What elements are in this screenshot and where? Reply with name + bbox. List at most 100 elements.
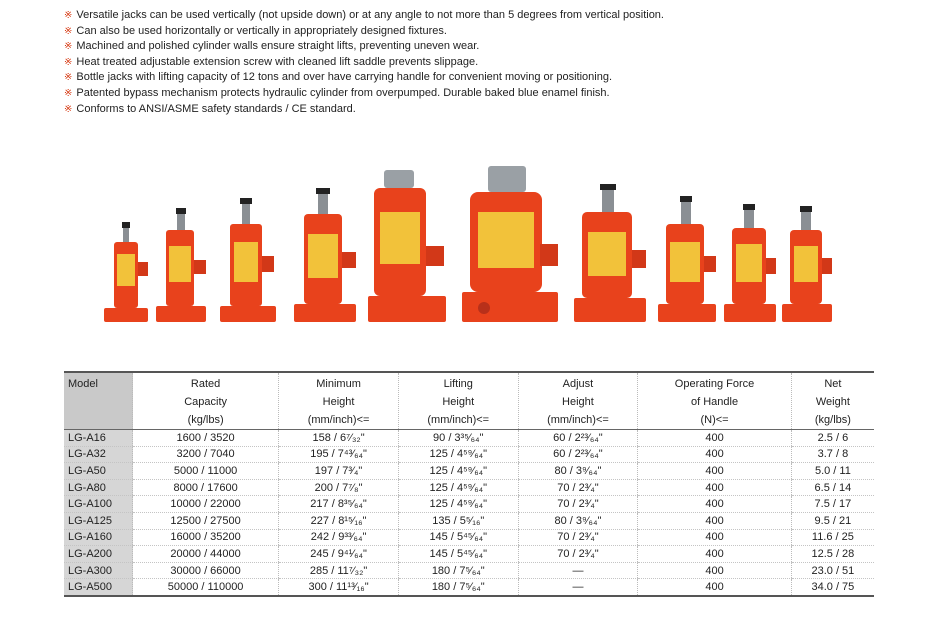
bullet-mark: ※ — [64, 87, 73, 99]
cell-adjust-height: 80 / 3⁹⁄₆₄" — [517, 462, 638, 480]
cell-capacity: 30000 / 66000 — [131, 562, 279, 580]
cell-adjust-height: 60 / 2²³⁄₆₄" — [517, 429, 638, 447]
cell-operating-force: 400 — [637, 562, 792, 580]
feature-text: Machined and polished cylinder walls ens… — [76, 40, 480, 53]
bullet-mark: ※ — [64, 25, 73, 37]
bottle-jack-image — [574, 184, 646, 322]
cell-lifting-height: 180 / 7⁵⁄₆₄" — [397, 578, 519, 597]
feature-item: ※ Bottle jacks with lifting capacity of 1… — [64, 70, 664, 86]
cell-lifting-height: 125 / 4⁵⁹⁄₆₄" — [397, 495, 519, 513]
table-row: LG-A50 5000 / 11000 197 / 7³⁄₄" 125 / 4⁵⁹⁄₆… — [64, 462, 874, 480]
feature-item: ※ Patented bypass mechanism protects hydr… — [64, 86, 664, 102]
bottle-jack-image — [658, 196, 716, 322]
cell-operating-force: 400 — [637, 578, 792, 597]
cell-min-height: 200 / 7⁷⁄₈" — [278, 479, 399, 497]
cell-lifting-height: 145 / 5⁴⁵⁄₆₄" — [397, 529, 519, 547]
cell-capacity: 20000 / 44000 — [131, 545, 279, 563]
col-header-min-height: Minimum Height (mm/inch)<= — [278, 372, 399, 430]
table-row: LG-A125 12500 / 27500 227 / 8¹⁵⁄₁₆" 135 / 5… — [64, 512, 874, 530]
col-header-lifting-height: Lifting Height (mm/inch)<= — [397, 372, 519, 430]
table-row: LG-A200 20000 / 44000 245 / 9⁴¹⁄₆₄" 145 / 5… — [64, 545, 874, 563]
product-photo-row — [96, 160, 836, 322]
table-row: LG-A32 3200 / 7040 195 / 7⁴³⁄₆₄" 125 / 4⁵⁹⁄… — [64, 446, 874, 464]
cell-capacity: 3200 / 7040 — [131, 446, 279, 464]
cell-lifting-height: 180 / 7⁵⁄₆₄" — [397, 562, 519, 580]
table-row: LG-A16 1600 / 3520 158 / 6⁷⁄₃₂" 90 / 3³⁵⁄₆₄… — [64, 429, 874, 447]
cell-adjust-height: — — [517, 562, 638, 580]
cell-operating-force: 400 — [637, 512, 792, 530]
cell-model: LG-A160 — [64, 529, 133, 547]
cell-net-weight: 23.0 / 51 — [790, 562, 874, 580]
cell-lifting-height: 145 / 5⁴⁵⁄₆₄" — [397, 545, 519, 563]
cell-adjust-height: — — [517, 578, 638, 597]
feature-text: Versatile jacks can be used vertically (… — [76, 9, 664, 21]
feature-list: ※ Versatile jacks can be used vertically … — [64, 8, 664, 117]
cell-lifting-height: 135 / 5⁵⁄₁₆" — [397, 512, 519, 530]
feature-text: Bottle jacks with lifting capacity of 12… — [76, 71, 613, 84]
cell-operating-force: 400 — [637, 495, 792, 513]
cell-adjust-height: 70 / 2³⁄₄" — [517, 495, 638, 513]
spec-table: Model Rated Capacity (kg/lbs) Minimum Heigh… — [64, 371, 874, 597]
table-row: LG-A300 30000 / 66000 285 / 11⁷⁄₃₂" 180 / 7… — [64, 562, 874, 580]
cell-model: LG-A500 — [64, 578, 133, 597]
cell-net-weight: 11.6 / 25 — [790, 529, 874, 547]
col-header-net-weight: Net Weight (kg/lbs) — [790, 372, 874, 430]
cell-net-weight: 34.0 / 75 — [790, 578, 874, 597]
table-row: LG-A160 16000 / 35200 242 / 9³³⁄₆₄" 145 / 5… — [64, 529, 874, 547]
cell-capacity: 50000 / 110000 — [131, 578, 279, 597]
cell-net-weight: 5.0 / 11 — [790, 462, 874, 480]
feature-text: Patented bypass mechanism protects hydra… — [76, 86, 610, 99]
cell-model: LG-A200 — [64, 545, 133, 563]
spec-table-body: LG-A16 1600 / 3520 158 / 6⁷⁄₃₂" 90 / 3³⁵⁄₆₄… — [64, 429, 874, 597]
cell-capacity: 12500 / 27500 — [131, 512, 279, 530]
bottle-jack-image — [462, 166, 558, 322]
cell-adjust-height: 60 / 2²³⁄₆₄" — [517, 446, 638, 464]
table-header-row: Model Rated Capacity (kg/lbs) Minimum Heigh… — [64, 372, 874, 430]
feature-text: Heat treated adjustable extension screw … — [76, 55, 479, 68]
cell-operating-force: 400 — [637, 479, 792, 497]
bottle-jack-image — [724, 204, 776, 322]
col-header-capacity: Rated Capacity (kg/lbs) — [131, 372, 279, 430]
cell-capacity: 5000 / 11000 — [131, 462, 279, 480]
bottle-jack-image — [294, 188, 356, 322]
cell-operating-force: 400 — [637, 429, 792, 447]
cell-model: LG-A16 — [64, 429, 133, 447]
cell-model: LG-A300 — [64, 562, 133, 580]
cell-model: LG-A100 — [64, 495, 133, 513]
cell-capacity: 16000 / 35200 — [131, 529, 279, 547]
cell-capacity: 1600 / 3520 — [131, 429, 279, 447]
cell-min-height: 242 / 9³³⁄₆₄" — [278, 529, 399, 547]
cell-net-weight: 12.5 / 28 — [790, 545, 874, 563]
cell-adjust-height: 80 / 3⁹⁄₆₄" — [517, 512, 638, 530]
cell-net-weight: 6.5 / 14 — [790, 479, 874, 497]
feature-text: Can also be used horizontally or vertica… — [76, 24, 447, 37]
cell-net-weight: 9.5 / 21 — [790, 512, 874, 530]
bottle-jack-image — [220, 198, 276, 322]
cell-model: LG-A50 — [64, 462, 133, 480]
table-row: LG-A100 10000 / 22000 217 / 8³⁵⁄₆₄" 125 / 4… — [64, 495, 874, 513]
cell-min-height: 217 / 8³⁵⁄₆₄" — [278, 495, 399, 513]
cell-model: LG-A32 — [64, 446, 133, 464]
cell-min-height: 158 / 6⁷⁄₃₂" — [278, 429, 399, 447]
cell-lifting-height: 125 / 4⁵⁹⁄₆₄" — [397, 446, 519, 464]
cell-adjust-height: 70 / 2³⁄₄" — [517, 529, 638, 547]
feature-item: ※ Conforms to ANSI/ASME safety standards … — [64, 102, 664, 118]
bullet-mark: ※ — [64, 10, 73, 21]
col-header-operating-force: Operating Force of Handle (N)<= — [637, 372, 792, 430]
cell-min-height: 285 / 11⁷⁄₃₂" — [278, 562, 399, 580]
bullet-mark: ※ — [64, 56, 73, 68]
cell-adjust-height: 70 / 2³⁄₄" — [517, 479, 638, 497]
cell-min-height: 195 / 7⁴³⁄₆₄" — [278, 446, 399, 464]
feature-item: ※ Versatile jacks can be used vertically … — [64, 8, 664, 24]
cell-lifting-height: 125 / 4⁵⁹⁄₆₄" — [397, 462, 519, 480]
bullet-mark: ※ — [64, 72, 73, 84]
col-header-adjust-height: Adjust Height (mm/inch)<= — [517, 372, 638, 430]
cell-min-height: 300 / 11¹³⁄₁₆" — [278, 578, 399, 597]
feature-text: Conforms to ANSI/ASME safety standards /… — [76, 102, 356, 115]
feature-item: ※ Heat treated adjustable extension screw… — [64, 55, 664, 71]
cell-operating-force: 400 — [637, 545, 792, 563]
cell-capacity: 10000 / 22000 — [131, 495, 279, 513]
col-header-model: Model — [64, 372, 133, 430]
cell-lifting-height: 125 / 4⁵⁹⁄₆₄" — [397, 479, 519, 497]
cell-operating-force: 400 — [637, 462, 792, 480]
